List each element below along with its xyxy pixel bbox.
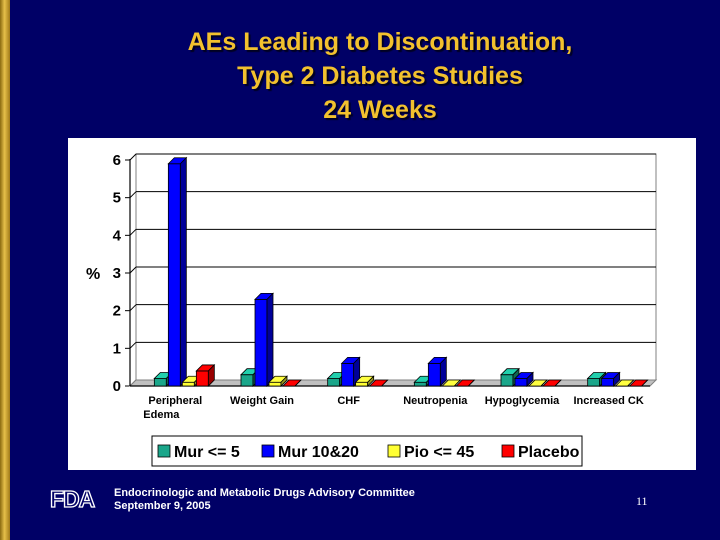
bar-side <box>540 379 548 387</box>
x-category-label-line: Weight Gain <box>230 395 294 407</box>
x-category-label: Peripheral Edema <box>143 395 202 421</box>
gridline-depth <box>129 228 137 236</box>
x-category-label-line: Neutropenia <box>403 395 468 407</box>
x-category-label-line: CHF <box>337 395 360 407</box>
bar-side <box>266 292 274 387</box>
y-tick-label: 4 <box>113 227 122 244</box>
bar-side <box>207 363 215 387</box>
x-category-label: Increased CK <box>574 395 644 407</box>
legend-label: Mur 10&20 <box>278 444 359 461</box>
y-tick-label: 5 <box>113 190 121 207</box>
bar <box>601 378 615 387</box>
bar-side <box>381 379 388 387</box>
legend-label: Placebo <box>518 444 580 461</box>
title-line-1: AEs Leading to Discontinuation, <box>187 28 573 56</box>
bar <box>413 381 427 387</box>
bar-side <box>554 379 562 387</box>
bar <box>427 362 441 387</box>
y-tick-label: 3 <box>113 265 121 282</box>
y-tick-label: 2 <box>113 303 121 320</box>
gridline-depth <box>129 266 137 274</box>
bar-side <box>468 379 475 387</box>
x-category-label: CHF <box>337 395 360 407</box>
bar-side <box>454 379 461 387</box>
footer-date: September 9, 2005 <box>114 499 211 512</box>
y-axis-label: % <box>86 266 100 283</box>
legend-label: Pio <= 45 <box>404 444 474 461</box>
gridline-depth <box>129 341 137 349</box>
y-tick-label: 0 <box>113 378 121 395</box>
legend-swatch <box>387 444 401 458</box>
footer-committee: Endocrinologic and Metabolic Drugs Advis… <box>114 487 415 499</box>
bar-chart: 0 1 2 3 4 5 6% Peripheral Edema Weight Gain CHF Neu… <box>86 152 658 467</box>
legend-swatch <box>261 444 275 458</box>
bar <box>341 362 355 387</box>
bar <box>355 381 369 387</box>
fda-logo: FDA <box>50 486 96 512</box>
x-category-label: Weight Gain <box>230 395 294 407</box>
bar <box>327 378 341 387</box>
x-category-label-line: Hypoglycemia <box>485 395 560 407</box>
legend-swatch <box>501 444 515 458</box>
y-tick-label: 1 <box>113 340 121 357</box>
x-category-label: Neutropenia <box>403 395 468 407</box>
bar-side <box>613 371 621 387</box>
bar-side <box>627 379 634 387</box>
title-line-2: Type 2 Diabetes Studies <box>237 62 523 90</box>
gridline-depth <box>129 304 137 312</box>
slide-title: AEs Leading to Discontinuation, Type 2 D… <box>40 26 720 128</box>
gridline-depth <box>129 153 137 161</box>
bar-side <box>641 379 648 387</box>
x-category-label: Hypoglycemia <box>485 395 560 407</box>
footer: Endocrinologic and Metabolic Drugs Advis… <box>114 487 415 512</box>
legend-label: Mur <= 5 <box>174 444 240 461</box>
bar <box>500 374 514 387</box>
bar <box>587 378 601 387</box>
bar <box>514 378 528 387</box>
x-category-label-line: Increased CK <box>574 395 644 407</box>
legend-swatch <box>157 444 171 458</box>
gold-side-bar <box>0 0 10 540</box>
bar-side <box>280 375 288 387</box>
bar <box>153 378 167 387</box>
bar-side <box>439 356 447 387</box>
bar-side <box>179 156 187 387</box>
bar-side <box>367 375 375 387</box>
page-number: 11 <box>636 494 648 508</box>
chart-panel: 0 1 2 3 4 5 6% Peripheral Edema Weight Gain CHF Neu… <box>68 138 696 470</box>
bar <box>254 298 268 387</box>
bar-side <box>294 379 302 387</box>
y-tick-label: 6 <box>113 152 121 169</box>
x-category-label-line: Peripheral <box>148 395 202 407</box>
bar-side <box>526 371 534 387</box>
gridline-depth <box>129 191 137 199</box>
fda-logo-text: FDA <box>50 486 95 512</box>
bar <box>181 381 195 387</box>
bar <box>268 381 282 387</box>
title-line-3: 24 Weeks <box>323 96 437 124</box>
bar <box>167 163 181 387</box>
x-category-label-line: Edema <box>143 409 180 421</box>
bar <box>195 370 209 387</box>
bar <box>240 374 254 387</box>
